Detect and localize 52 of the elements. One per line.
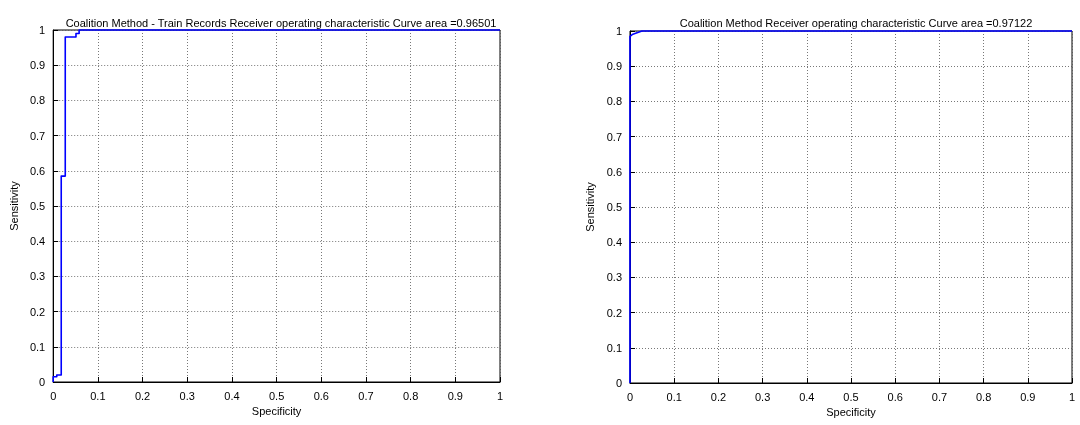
y-tick-label: 0.1 — [29, 340, 46, 353]
x-tick-label: 0.1 — [666, 390, 682, 403]
x-tick-label: 0 — [626, 390, 634, 403]
y-tick-label: 0.7 — [606, 130, 622, 143]
x-axis-title: Specificity — [251, 405, 302, 418]
x-tick-label: 0.2 — [710, 390, 727, 403]
x-axis-title: Specificity — [826, 406, 877, 419]
y-tick-label: 0 — [615, 377, 622, 389]
x-tick-label: 0.4 — [799, 390, 815, 403]
x-tick-label: 0.1 — [90, 389, 106, 402]
x-tick-label: 0.9 — [1020, 390, 1036, 403]
chart-title: Coalition Method - Train Records Receiver operating characteristic Curve area =0.96501 — [65, 16, 497, 29]
line-series — [52, 29, 501, 383]
x-tick-label: 1 — [496, 389, 504, 402]
y-tick-label: 0.2 — [606, 306, 622, 319]
x-tick-label: 0.2 — [134, 389, 151, 402]
x-tick-label: 0 — [50, 389, 57, 402]
y-tick-label: 0.4 — [606, 236, 622, 249]
x-tick-label: 0.6 — [887, 390, 903, 403]
x-tick-label: 0.7 — [358, 389, 374, 402]
y-tick-label: 0.4 — [29, 235, 46, 248]
x-tick-label: 0.5 — [843, 390, 859, 403]
y-tick-label: 0.1 — [606, 341, 622, 354]
y-tick-label: 0.9 — [606, 60, 622, 73]
x-tick-label: 0.8 — [975, 390, 992, 403]
y-axis-title: Sensitivity — [7, 180, 20, 231]
y-tick-label: 0.2 — [29, 305, 46, 318]
y-tick-label: 0.5 — [29, 200, 46, 212]
y-tick-label: 0.6 — [606, 165, 622, 178]
x-tick-label: 0.3 — [754, 390, 771, 403]
y-tick-label: 0.8 — [29, 94, 46, 107]
x-tick-label: 0.8 — [402, 389, 419, 402]
y-axis-title: Sensitivity — [584, 181, 597, 232]
x-tick-label: 0.5 — [268, 389, 285, 402]
line-series — [629, 30, 1073, 384]
chart-title: Coalition Method Receiver operating characteristic Curve area =0.97122 — [679, 16, 1033, 29]
y-tick-label: 1 — [615, 25, 622, 37]
x-tick-label: 0.3 — [179, 389, 195, 402]
x-tick-label: 0.6 — [313, 389, 329, 402]
y-tick-label: 0 — [39, 376, 46, 388]
x-tick-label: 0.7 — [931, 390, 948, 403]
y-tick-label: 0.7 — [29, 129, 46, 142]
y-tick-label: 0.3 — [29, 270, 46, 283]
y-tick-label: 0.5 — [606, 201, 622, 213]
x-tick-label: 0.4 — [224, 389, 240, 402]
y-tick-label: 0.6 — [29, 164, 46, 177]
x-tick-label: 1 — [1068, 390, 1076, 403]
y-tick-label: 0.3 — [606, 271, 622, 284]
y-tick-label: 0.8 — [606, 95, 622, 108]
y-tick-label: 0.9 — [29, 59, 46, 72]
y-tick-label: 1 — [39, 24, 46, 36]
x-tick-label: 0.9 — [447, 389, 463, 402]
